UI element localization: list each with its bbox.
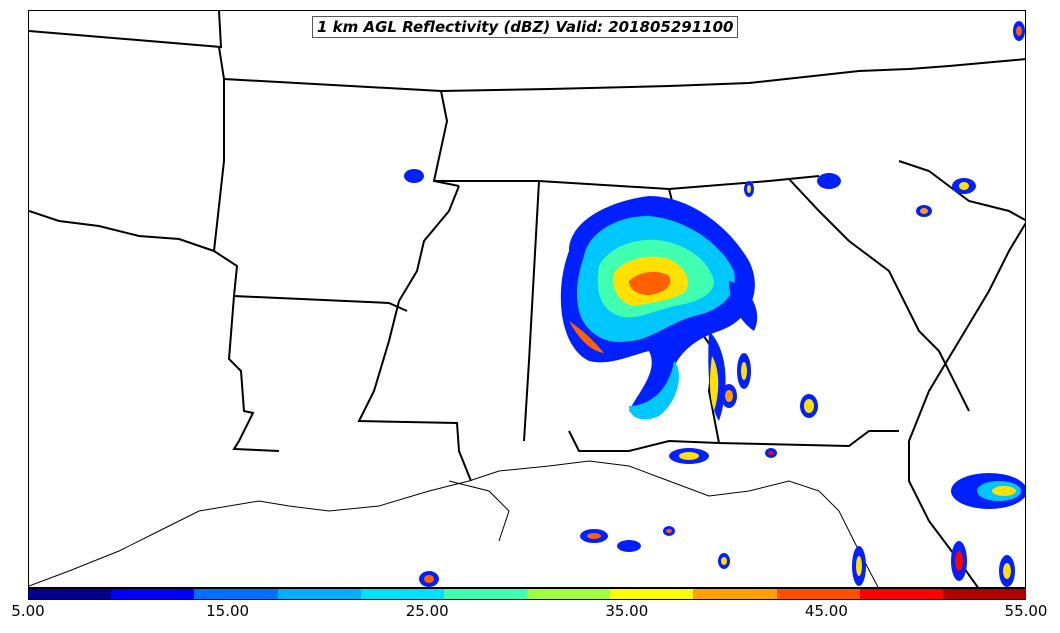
gulf-coastline	[29, 460, 879, 587]
colorbar-tick-label: 15.00	[206, 602, 250, 620]
colorbar-segment	[693, 589, 777, 599]
reflectivity-map	[28, 10, 1026, 588]
colorbar-tick-label: 35.00	[605, 602, 649, 620]
colorbar-segment	[942, 589, 1027, 599]
colorbar-segment	[360, 589, 444, 599]
colorbar	[28, 588, 1027, 600]
reflectivity-echoes	[404, 21, 1025, 587]
colorbar-segment	[859, 589, 943, 599]
colorbar-segment	[277, 589, 361, 599]
colorbar-segment	[28, 589, 112, 599]
colorbar-tick-label: 5.00	[11, 602, 45, 620]
colorbar-segment	[111, 589, 195, 599]
colorbar-tick-label: 55.00	[1004, 602, 1048, 620]
colorbar-segment	[776, 589, 860, 599]
colorbar-segment	[443, 589, 528, 599]
map-canvas	[29, 11, 1025, 587]
colorbar-tick-label: 25.00	[405, 602, 449, 620]
colorbar-segment	[194, 589, 278, 599]
colorbar-segment	[610, 589, 694, 599]
state-boundaries	[29, 11, 1025, 587]
colorbar-tick-label: 45.00	[804, 602, 848, 620]
map-title: 1 km AGL Reflectivity (dBZ) Valid: 20180…	[312, 16, 739, 38]
colorbar-segment	[527, 589, 611, 599]
